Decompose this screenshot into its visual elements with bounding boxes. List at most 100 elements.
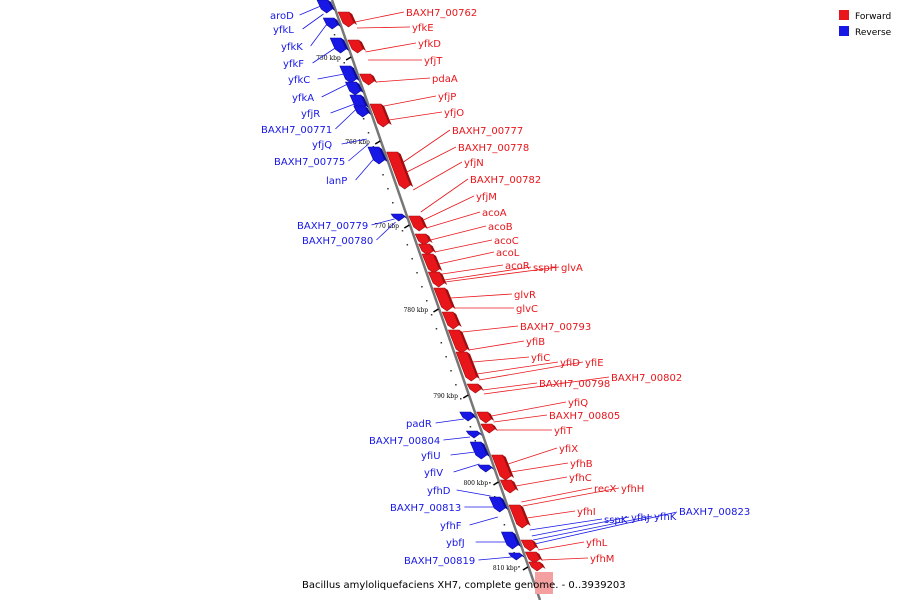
gene-leader-line: [426, 211, 481, 229]
gene-side: [467, 352, 480, 379]
gene-body: [414, 233, 430, 246]
gene-leader-line: [493, 414, 548, 423]
gene-leader-line: [472, 356, 530, 363]
gene-side: [470, 412, 477, 419]
gene-body: [316, 0, 333, 14]
gene-leader-line: [299, 5, 321, 16]
gene-leader-line: [469, 516, 498, 526]
tick-mark: [493, 481, 499, 486]
axis-dot: [387, 188, 389, 190]
gene-body: [477, 464, 492, 473]
gene-body: [491, 454, 512, 481]
axis-dot: [474, 440, 477, 442]
gene-side: [341, 38, 350, 51]
forward-gene-block: [524, 551, 543, 564]
gene-label-yfkk: yfkK: [281, 42, 303, 53]
gene-label-yfkl: yfkL: [273, 25, 294, 36]
gene-leader-line: [406, 146, 457, 173]
forward-gene-block: [499, 479, 519, 494]
gene-leader-line: [403, 129, 451, 163]
tick-label: 760 kbp: [345, 139, 370, 146]
gene-side: [360, 95, 369, 108]
tick-mark: [522, 566, 529, 571]
reverse-gene-block: [344, 81, 364, 96]
gene-leader-line: [462, 325, 519, 333]
gene-side: [402, 214, 408, 219]
axis-dot: [362, 118, 365, 120]
gene-side: [444, 288, 456, 309]
gene-label-yfke: yfkE: [412, 23, 434, 34]
gene-body: [499, 479, 516, 494]
forward-gene-block: [447, 329, 471, 354]
tick-label: 810 kbp: [493, 565, 518, 572]
axis-dot: [445, 356, 447, 358]
gene-body: [359, 73, 375, 86]
gene-label-recx: recX: [594, 484, 617, 495]
tick-mark: [374, 140, 381, 145]
axis-dot: [489, 482, 491, 484]
axis-dot: [430, 314, 433, 316]
gene-body: [418, 243, 434, 256]
axis-dot: [518, 566, 520, 568]
gene-side: [364, 106, 372, 115]
gene-side: [478, 384, 484, 391]
forward-gene-block: [508, 504, 531, 529]
gene-label-yfiv: yfiV: [424, 468, 443, 479]
gene-body: [469, 441, 488, 460]
forward-gene-block: [359, 73, 378, 86]
gene-side: [397, 152, 414, 187]
gene-leader-line: [508, 447, 558, 465]
forward-gene-block: [520, 539, 539, 552]
axis-dot: [343, 62, 345, 64]
gene-leader-line: [348, 143, 369, 162]
gene-label-acol: acoL: [496, 248, 520, 259]
gene-leader-line: [435, 418, 464, 424]
forward-gene-block: [408, 215, 428, 232]
gene-side: [419, 216, 428, 229]
gene-body: [524, 551, 541, 564]
axis-dot: [421, 286, 423, 288]
gene-side: [433, 254, 443, 271]
gene-leader-line: [438, 251, 495, 265]
gene-label-acoa: acoA: [482, 208, 507, 219]
gene-body: [337, 11, 355, 28]
gene-body: [322, 17, 339, 30]
gene-label-ybfj: ybfJ: [446, 538, 465, 549]
gene-side: [539, 562, 546, 569]
gene-label-lanp: lanP: [326, 176, 347, 187]
gene-leader-line: [533, 515, 653, 541]
gene-side: [350, 66, 360, 81]
gene-leader-line: [450, 451, 476, 456]
gene-body: [520, 539, 537, 552]
gene-label-baxh7-00771: BAXH7_00771: [261, 125, 332, 136]
reverse-gene-block: [465, 430, 483, 439]
forward-gene-block: [466, 383, 484, 394]
gene-body: [488, 496, 506, 513]
gene-leader-line: [529, 518, 603, 531]
gene-body: [476, 411, 492, 424]
gene-leader-line: [453, 463, 480, 473]
gene-leader-line: [383, 95, 437, 107]
gene-label-yfic: yfiC: [531, 353, 550, 364]
gene-label-yfhm: yfhM: [590, 554, 614, 565]
gene-label-baxh7-00819: BAXH7_00819: [404, 556, 475, 567]
axis-dot: [416, 272, 418, 274]
gene-leader-line: [420, 178, 469, 213]
gene-body: [347, 39, 364, 54]
reverse-gene-block: [488, 496, 509, 513]
gene-label-baxh7-00777: BAXH7_00777: [452, 126, 523, 137]
gene-leader-line: [388, 111, 443, 121]
gene-side: [358, 40, 367, 51]
gene-label-baxh7-00780: BAXH7_00780: [302, 236, 373, 247]
tick-mark: [433, 308, 439, 313]
gene-side: [370, 74, 378, 83]
gene-leader-line: [312, 47, 336, 64]
tick-label: 800 kbp: [463, 480, 488, 487]
gene-leader-line: [531, 516, 630, 537]
gene-body: [421, 253, 440, 274]
gene-label-yfhf: yfhF: [440, 521, 462, 532]
gene-leader-line: [376, 221, 396, 241]
tick-label: 750 kbp: [316, 55, 341, 62]
gene-side: [491, 424, 498, 431]
gene-body: [441, 311, 460, 330]
